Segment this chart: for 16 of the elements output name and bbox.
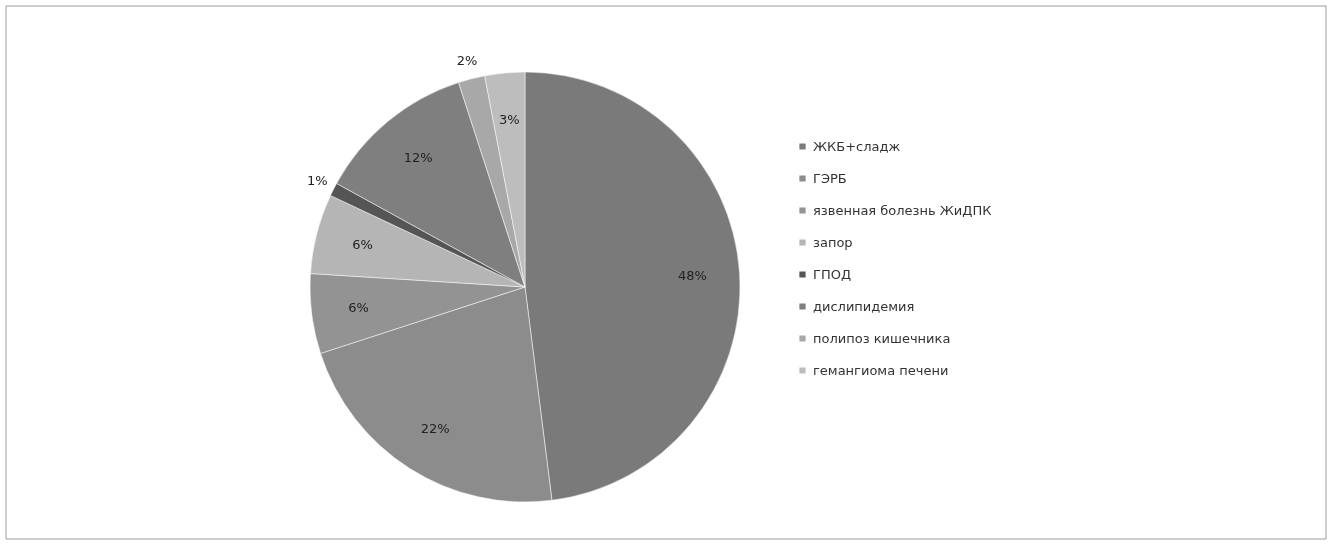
data-label: 6% bbox=[348, 300, 369, 316]
legend-label: ГПОД bbox=[813, 266, 852, 282]
data-label: 2% bbox=[456, 53, 478, 69]
legend-label: гемангиома печени bbox=[813, 362, 949, 378]
legend-label: запор bbox=[813, 234, 853, 250]
data-label: 22% bbox=[420, 420, 450, 436]
data-label: 12% bbox=[403, 149, 433, 165]
legend-label: полипоз кишечника bbox=[813, 330, 951, 346]
legend-label: дислипидемия bbox=[813, 298, 915, 314]
data-label: 3% bbox=[498, 112, 520, 128]
legend-label: ГЭРБ bbox=[813, 170, 847, 186]
data-label: 48% bbox=[677, 268, 707, 284]
legend-label: язвенная болезнь ЖиДПК bbox=[813, 202, 992, 218]
data-label: 6% bbox=[352, 237, 373, 253]
data-label: 1% bbox=[307, 173, 328, 189]
legend-label: ЖКБ+сладж bbox=[813, 138, 901, 154]
